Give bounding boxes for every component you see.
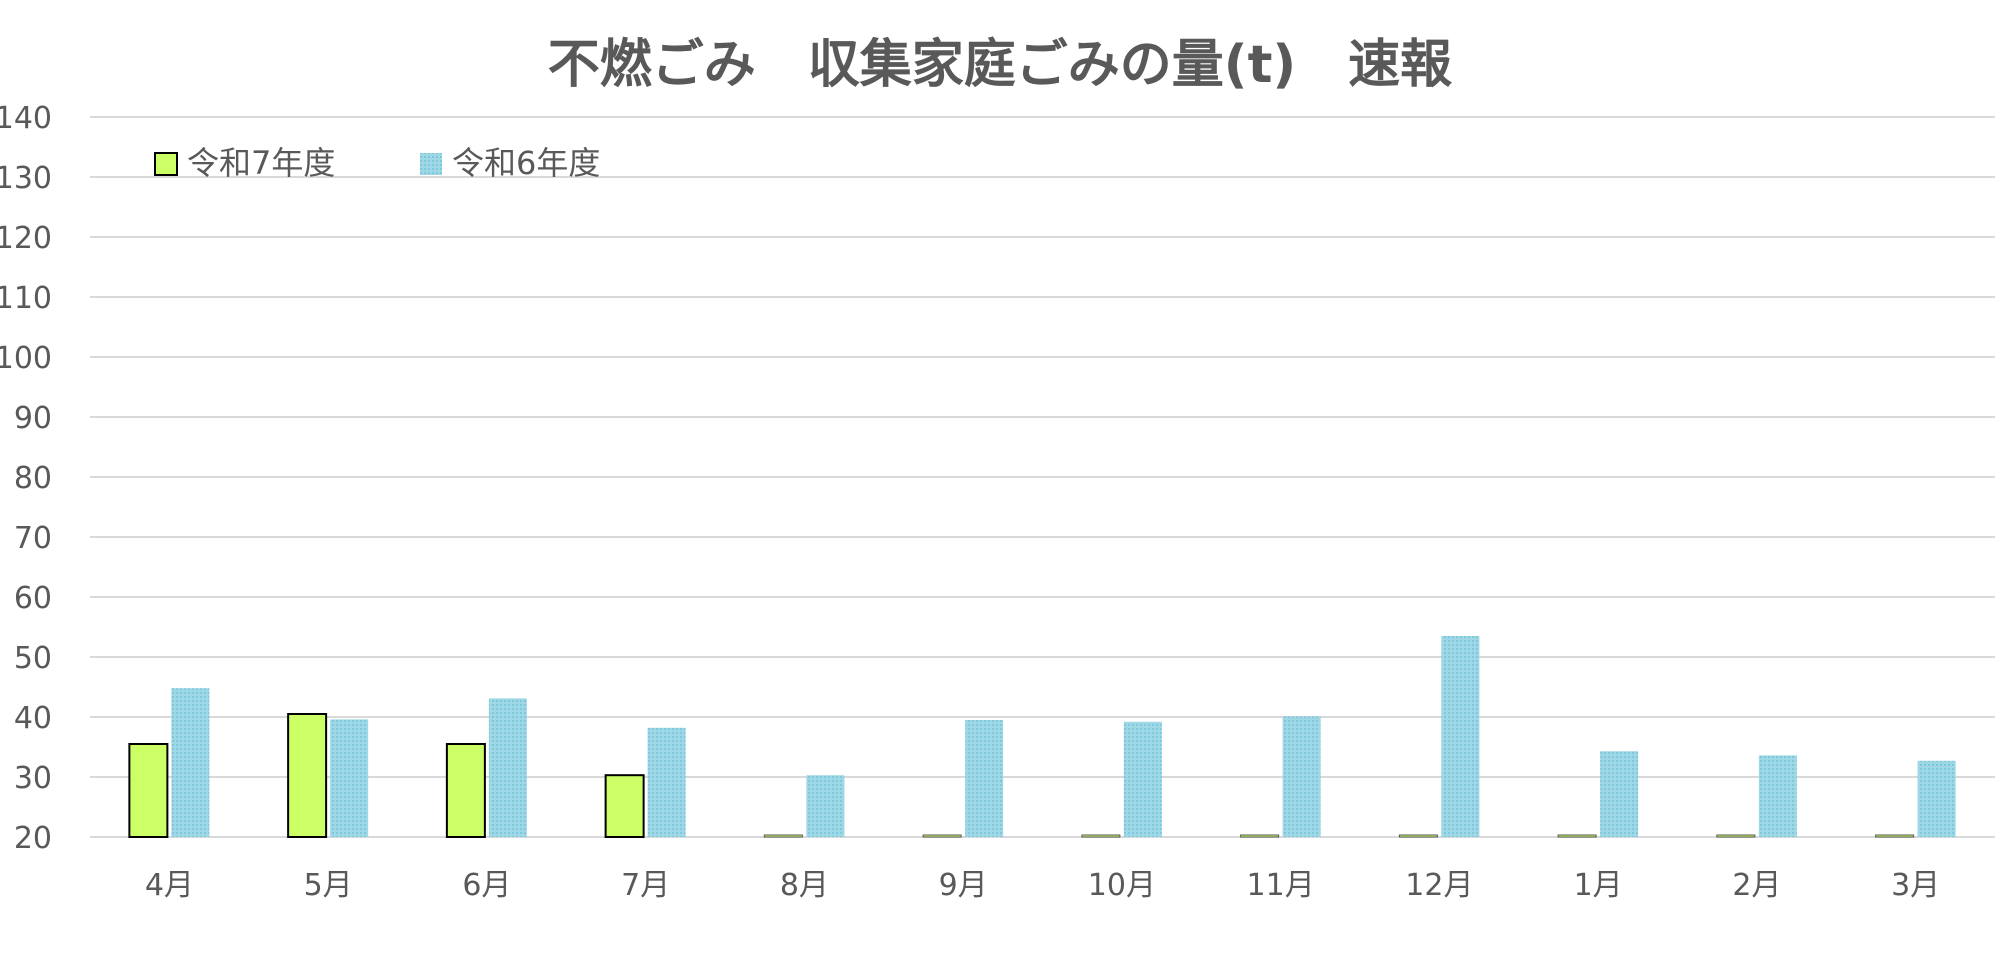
y-tick-label: 100 <box>0 341 52 376</box>
x-tick-label: 5月 <box>304 868 353 903</box>
y-tick-label: 70 <box>14 521 52 556</box>
bar-r6 <box>1600 751 1639 837</box>
bar-r6 <box>488 698 527 837</box>
bar-empty <box>1240 834 1280 838</box>
bar-r6 <box>1917 760 1956 837</box>
bar-r6 <box>330 719 369 837</box>
bar-r6 <box>1282 716 1321 837</box>
x-tick-label: 12月 <box>1405 868 1473 903</box>
y-tick-label: 90 <box>14 401 52 436</box>
chart-title: 不燃ごみ 収集家庭ごみの量(t) 速報 <box>547 35 1453 95</box>
x-tick-label: 8月 <box>780 868 829 903</box>
bar-r6 <box>1441 636 1480 837</box>
x-tick-label: 6月 <box>462 868 511 903</box>
bar-r6 <box>1123 721 1162 837</box>
x-tick-label: 2月 <box>1732 868 1781 903</box>
x-tick-label: 1月 <box>1574 868 1623 903</box>
bar-r7 <box>287 713 328 838</box>
y-tick-label: 60 <box>14 581 52 616</box>
legend-swatch <box>420 153 442 175</box>
bar-r6 <box>171 688 210 837</box>
bar-r6 <box>647 727 686 837</box>
bar-r7 <box>128 743 169 838</box>
legend-swatch <box>154 152 178 176</box>
bar-empty <box>1398 834 1438 838</box>
bar-r6 <box>965 720 1004 837</box>
bar-empty <box>763 834 803 838</box>
y-tick-label: 130 <box>0 161 52 196</box>
bar-empty <box>922 834 962 838</box>
bar-empty <box>1716 834 1756 838</box>
legend-item: 令和7年度 <box>154 144 335 182</box>
legend-item: 令和6年度 <box>420 144 600 182</box>
x-tick-label: 7月 <box>621 868 670 903</box>
legend-label: 令和7年度 <box>187 144 335 182</box>
bar-r7 <box>604 774 645 839</box>
x-tick-label: 3月 <box>1891 868 1940 903</box>
bar-empty <box>1557 834 1597 838</box>
x-tick-label: 11月 <box>1247 868 1315 903</box>
y-tick-label: 120 <box>0 221 52 256</box>
y-tick-label: 140 <box>0 101 52 136</box>
y-tick-label: 50 <box>14 641 52 676</box>
bar-empty <box>1081 834 1121 838</box>
x-tick-label: 9月 <box>939 868 988 903</box>
y-tick-label: 110 <box>0 281 52 316</box>
legend-label: 令和6年度 <box>452 144 600 182</box>
x-tick-label: 4月 <box>145 868 194 903</box>
bar-r6 <box>806 775 845 837</box>
y-tick-label: 40 <box>14 701 52 736</box>
bar-r6 <box>1758 755 1797 837</box>
bar-r7 <box>445 743 486 838</box>
bar-empty <box>1875 834 1915 838</box>
y-tick-label: 20 <box>14 821 52 856</box>
y-tick-label: 80 <box>14 461 52 496</box>
x-tick-label: 10月 <box>1088 868 1156 903</box>
y-tick-label: 30 <box>14 761 52 796</box>
